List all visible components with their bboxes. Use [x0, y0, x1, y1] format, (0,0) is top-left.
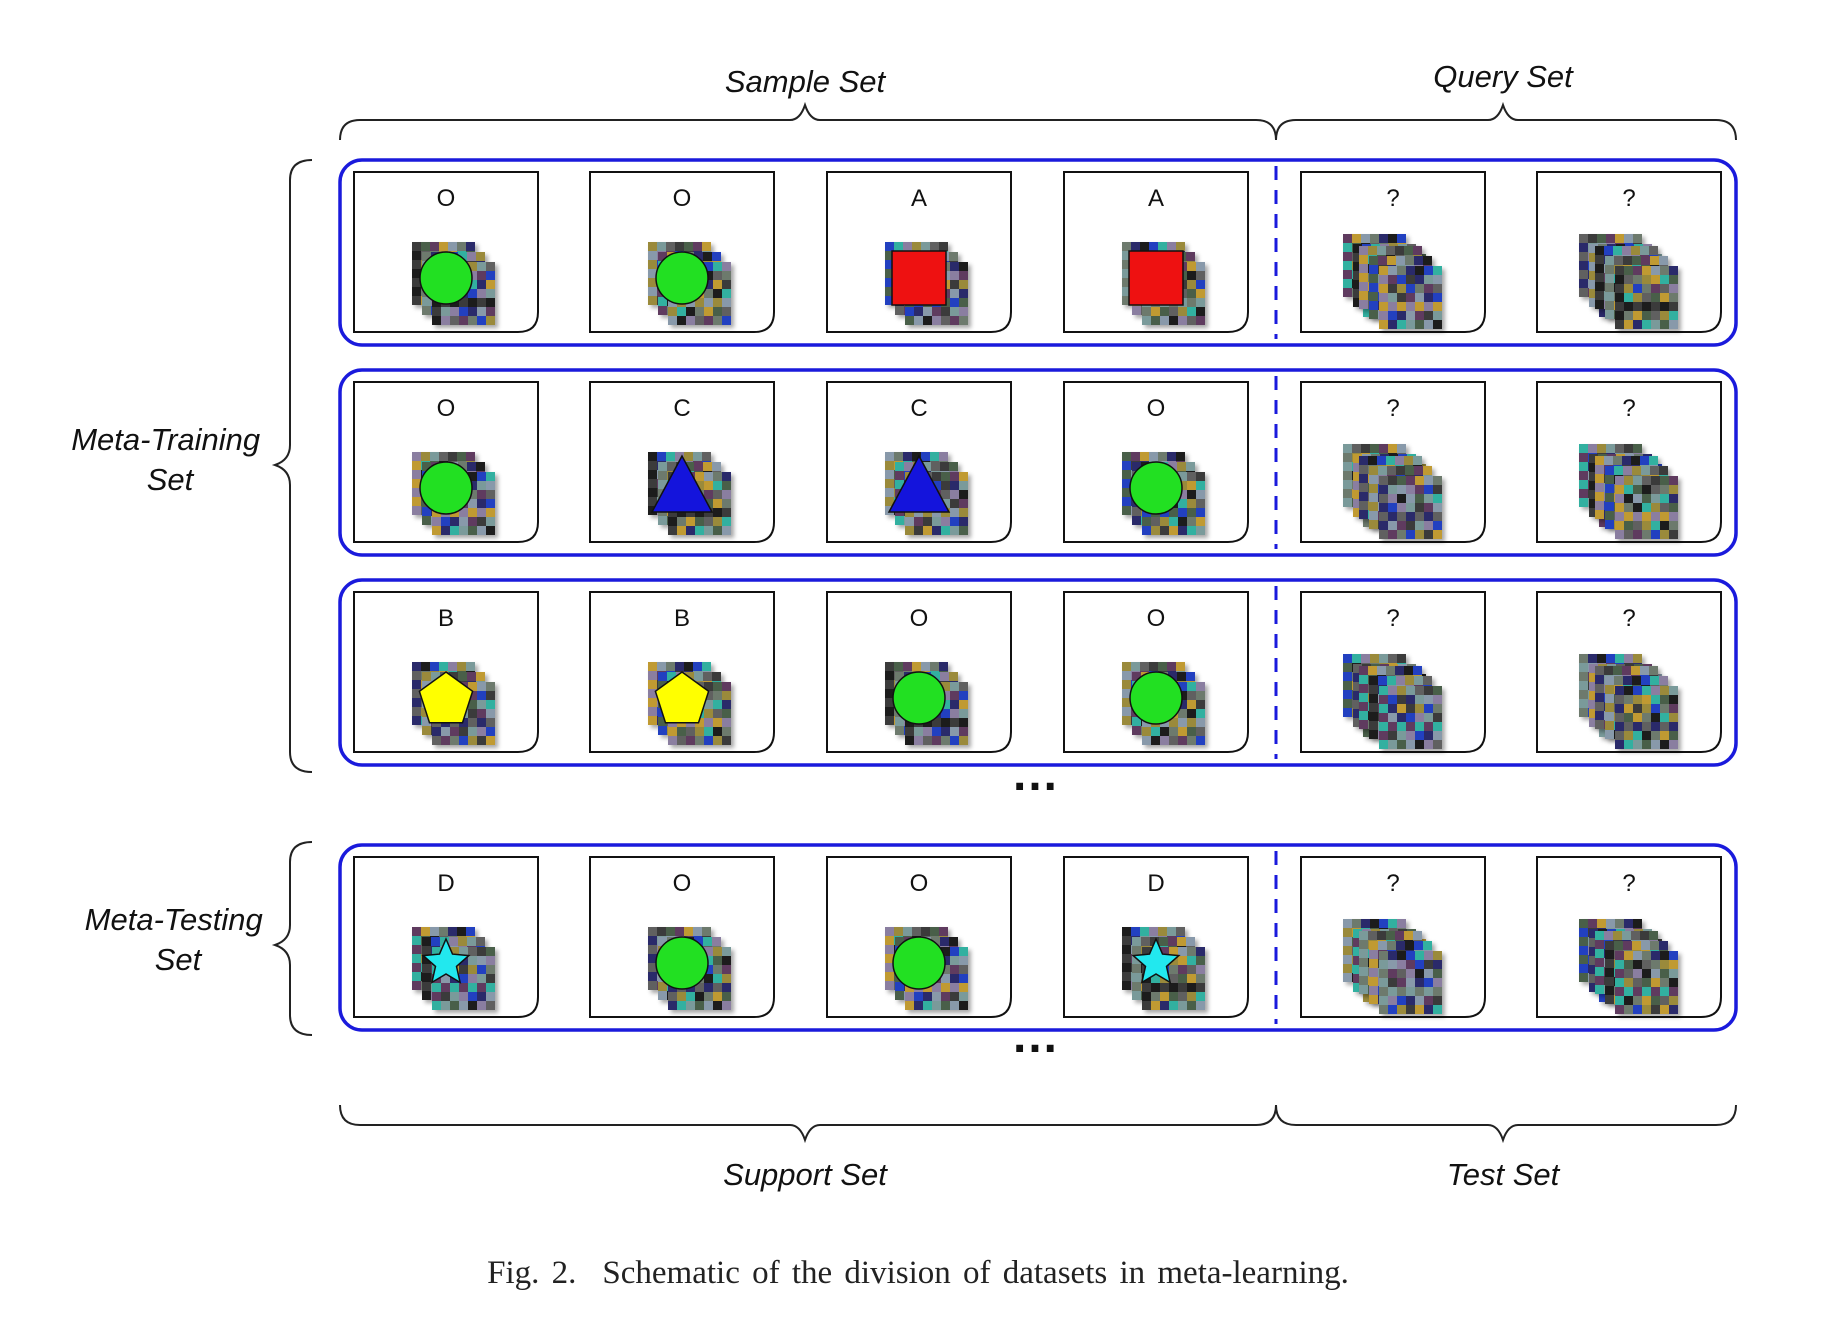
support-card: A	[1063, 171, 1249, 333]
meta-testing-label: Meta-Testing Set	[85, 902, 272, 977]
support-card: O	[826, 856, 1012, 1018]
query-card: ?	[1536, 381, 1722, 543]
query-card: ?	[1300, 856, 1486, 1018]
card-class-label: O	[1147, 605, 1166, 632]
triangle-shape	[887, 454, 951, 513]
card-class-label: ?	[1386, 395, 1399, 422]
circle-shape	[892, 671, 946, 725]
query-set-label: Query Set	[1433, 59, 1574, 94]
card-class-label: ?	[1622, 185, 1635, 212]
caption-figure-number: Fig. 2.	[487, 1255, 577, 1291]
support-card: C	[826, 381, 1012, 543]
test-set-label: Test Set	[1447, 1157, 1561, 1192]
card-class-label: O	[673, 870, 692, 897]
support-card: D	[353, 856, 539, 1018]
support-card: O	[1063, 381, 1249, 543]
card-class-label: ?	[1386, 185, 1399, 212]
square-shape	[891, 250, 947, 306]
card-class-label: O	[437, 395, 456, 422]
star-shape	[421, 937, 471, 984]
image-stack	[1359, 931, 1442, 1014]
card-class-label: B	[438, 605, 454, 632]
image-stack	[1595, 931, 1678, 1014]
card-class-label: O	[1147, 395, 1166, 422]
support-set-label: Support Set	[723, 1157, 888, 1192]
episode-row: B B O O??	[338, 578, 1738, 767]
support-card: O	[353, 171, 539, 333]
card-class-label: ?	[1386, 870, 1399, 897]
star-shape	[1131, 937, 1181, 984]
card-class-label: O	[673, 185, 692, 212]
ellipsis-training: …	[1011, 748, 1059, 801]
query-card: ?	[1536, 856, 1722, 1018]
episode-frame	[338, 368, 1738, 557]
caption-text: Schematic of the division of datasets in…	[602, 1255, 1349, 1291]
support-set-brace	[339, 1104, 1277, 1144]
card-class-label: A	[911, 185, 927, 212]
card-class-label: ?	[1622, 870, 1635, 897]
image-stack	[1595, 456, 1678, 539]
ellipsis-testing: …	[1011, 1010, 1059, 1063]
query-card: ?	[1536, 171, 1722, 333]
sample-set-brace	[339, 101, 1277, 141]
episode-frame	[338, 158, 1738, 347]
meta-training-brace	[271, 159, 313, 773]
card-class-label: A	[1148, 185, 1164, 212]
support-card: O	[353, 381, 539, 543]
pentagon-shape	[654, 671, 710, 724]
pentagon-shape	[418, 671, 474, 724]
episode-row: D O O D??	[338, 843, 1738, 1032]
figure-caption: Fig. 2. Schematic of the division of data…	[0, 1255, 1836, 1292]
circle-shape	[892, 936, 946, 990]
image-stack	[1595, 246, 1678, 329]
card-class-label: O	[910, 870, 929, 897]
sample-set-label: Sample Set	[725, 64, 887, 99]
support-card: C	[589, 381, 775, 543]
support-card: O	[1063, 591, 1249, 753]
support-card: B	[353, 591, 539, 753]
card-class-label: C	[673, 395, 690, 422]
test-set-brace	[1275, 1104, 1737, 1144]
support-card: B	[589, 591, 775, 753]
card-class-label: C	[910, 395, 927, 422]
circle-shape	[655, 936, 709, 990]
card-class-label: D	[1147, 870, 1164, 897]
support-card: A	[826, 171, 1012, 333]
support-card: D	[1063, 856, 1249, 1018]
query-card: ?	[1300, 381, 1486, 543]
circle-shape	[655, 251, 709, 305]
support-card: O	[826, 591, 1012, 753]
image-stack	[1595, 666, 1678, 749]
query-set-brace	[1275, 101, 1737, 141]
episode-row: O C C O??	[338, 368, 1738, 557]
card-class-label: ?	[1622, 605, 1635, 632]
circle-shape	[1129, 461, 1183, 515]
triangle-shape	[650, 454, 714, 513]
episode-frame	[338, 578, 1738, 767]
card-class-label: ?	[1622, 395, 1635, 422]
support-card: O	[589, 171, 775, 333]
query-card: ?	[1300, 171, 1486, 333]
card-class-label: O	[910, 605, 929, 632]
image-stack	[1359, 456, 1442, 539]
episodes: O O A A? ? O C C O? ? B B O O? ? D O O D??	[338, 158, 1738, 1032]
card-class-label: D	[437, 870, 454, 897]
episode-frame	[338, 843, 1738, 1032]
card-class-label: B	[674, 605, 690, 632]
meta-testing-brace	[271, 841, 313, 1036]
episode-row: O O A A??	[338, 158, 1738, 347]
card-class-label: O	[437, 185, 456, 212]
image-stack	[1359, 246, 1442, 329]
query-card: ?	[1300, 591, 1486, 753]
circle-shape	[1129, 671, 1183, 725]
query-card: ?	[1536, 591, 1722, 753]
support-card: O	[589, 856, 775, 1018]
card-class-label: ?	[1386, 605, 1399, 632]
image-stack	[1359, 666, 1442, 749]
meta-training-label: Meta-Training Set	[71, 422, 269, 497]
square-shape	[1128, 250, 1184, 306]
circle-shape	[419, 251, 473, 305]
circle-shape	[419, 461, 473, 515]
